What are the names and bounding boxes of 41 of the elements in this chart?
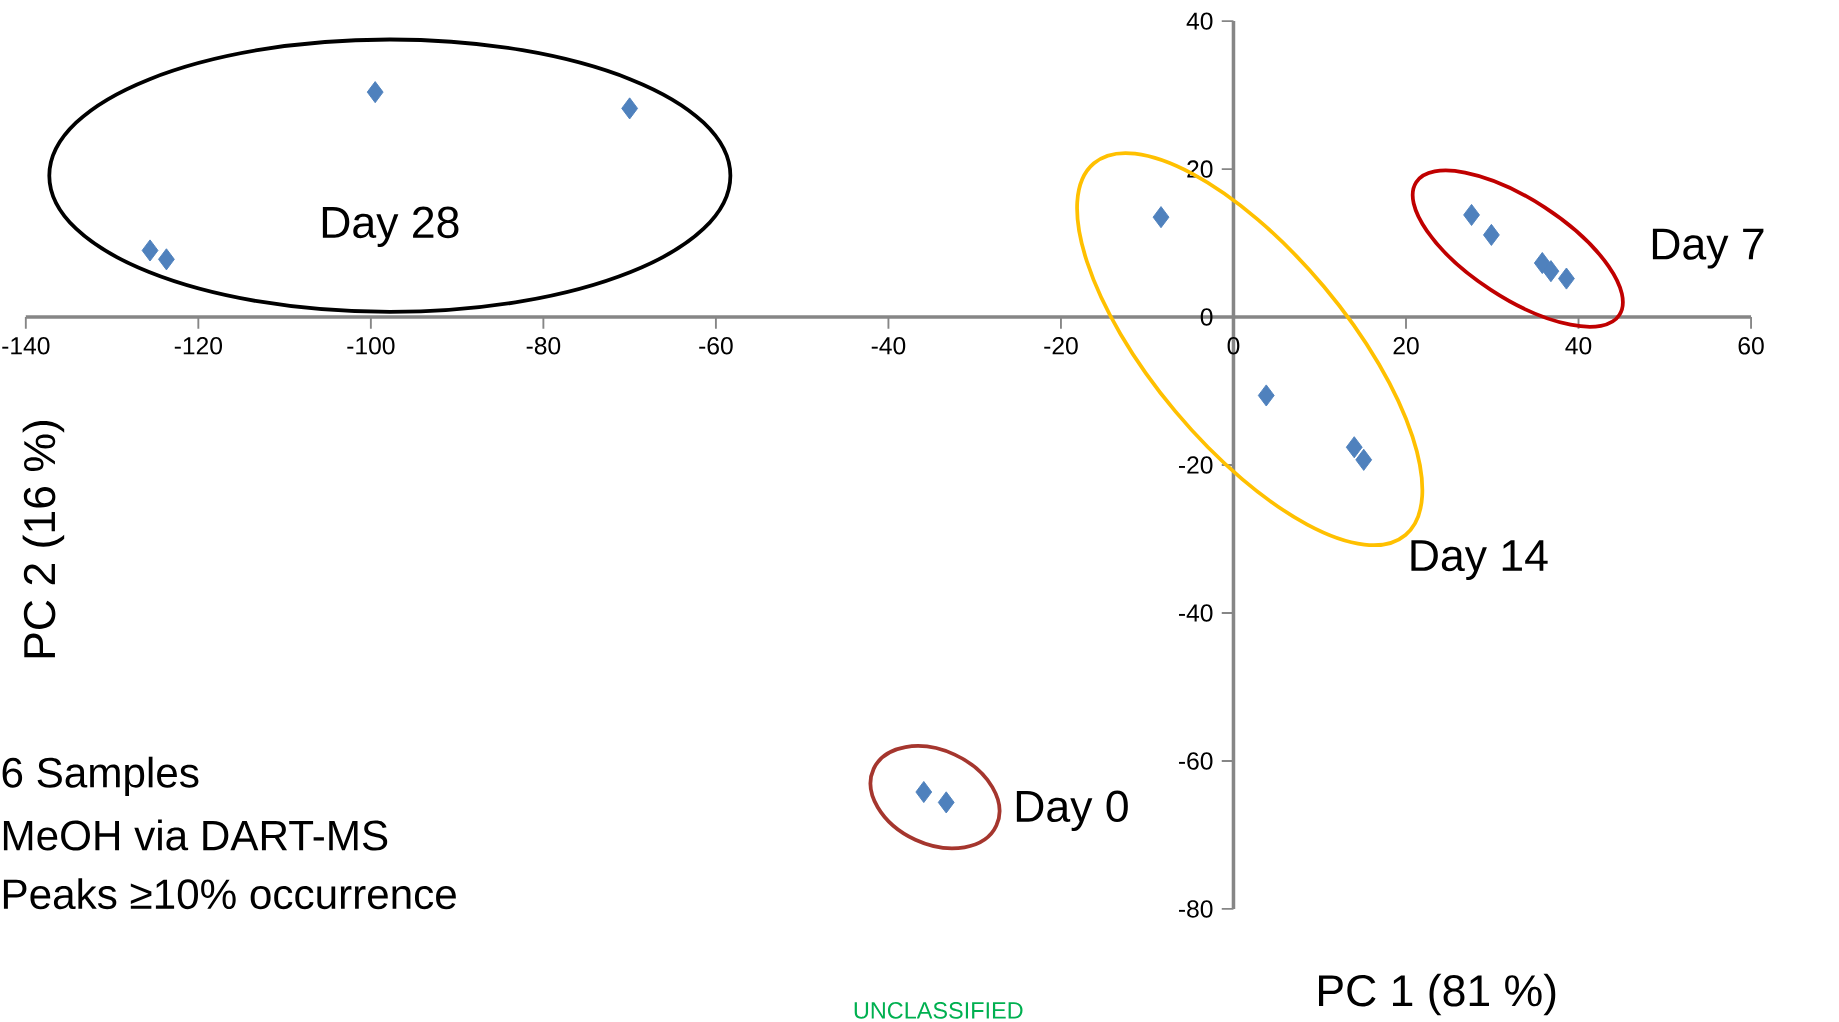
x-tick-label: -120 [174,337,223,355]
annotation: Peaks ≥10% occurrence [3,878,456,910]
annotation: 6 Samples [2,756,199,797]
point [1463,204,1480,227]
x-tick-label: 0 [1227,337,1240,355]
x-tick-label: -20 [1044,337,1078,355]
x-tick-label: 20 [1393,337,1419,355]
x-tick-label: 60 [1738,337,1764,355]
annotation: MeOH via DART-MS [3,819,388,851]
point [1257,384,1275,407]
series-label: Day 14 [1411,540,1548,581]
point [366,81,384,104]
x-axis-title: PC 1 (81 %) [1319,974,1556,1016]
x-tick-label: -140 [2,337,50,355]
y-tick-label: -60 [1178,752,1213,770]
y-tick-label: -80 [1178,900,1213,918]
y-tick-label: -40 [1178,604,1213,622]
point [1152,206,1170,229]
text: Day 28 [322,206,459,248]
x-tick-label: 40 [1565,337,1592,355]
series-label: Day 0 [1016,790,1128,832]
point [937,791,955,814]
y-tick-label: -20 [1178,456,1213,474]
y-tick-label: 40 [1186,12,1213,31]
x-tick-label: -80 [526,337,561,355]
point [141,239,159,262]
point [1355,449,1373,472]
x-tick-label: -40 [871,337,906,355]
point [1558,267,1575,290]
point [1542,260,1560,283]
series-label: Day 7 [1652,228,1764,269]
y-axis-title: PC 2 (16 %) [22,421,65,658]
y-tick-label: 0 [1200,308,1213,327]
x-tick-label: -60 [699,337,733,355]
point [621,97,639,120]
point [1483,224,1500,247]
text: UNCLASSIFIED [854,1002,1023,1019]
point [158,248,175,271]
x-tick-label: -100 [347,337,395,355]
point [1345,436,1363,459]
point [915,781,933,804]
